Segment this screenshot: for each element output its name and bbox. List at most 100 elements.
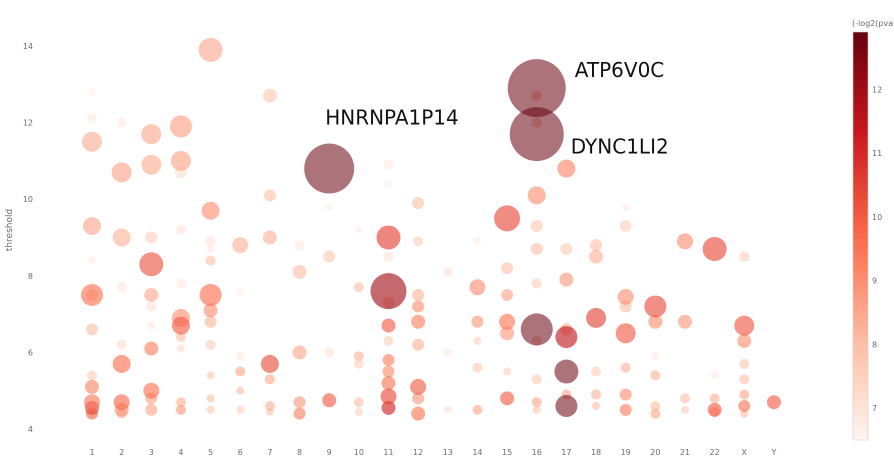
data-point[interactable]	[766, 395, 781, 410]
data-point[interactable]	[353, 282, 364, 293]
data-point[interactable]	[410, 378, 427, 395]
data-point[interactable]	[203, 303, 218, 318]
data-point[interactable]	[144, 341, 159, 356]
data-point[interactable]	[292, 345, 307, 360]
data-point[interactable]	[651, 352, 660, 361]
data-point[interactable]	[353, 358, 364, 369]
data-point[interactable]	[382, 365, 395, 378]
data-point[interactable]	[82, 131, 102, 152]
data-point[interactable]	[141, 124, 162, 145]
data-point[interactable]	[205, 339, 216, 350]
data-point[interactable]	[147, 321, 156, 330]
data-point[interactable]	[738, 400, 751, 413]
data-point[interactable]	[383, 251, 394, 262]
data-point[interactable]	[294, 240, 305, 251]
data-point[interactable]	[591, 389, 602, 400]
data-point[interactable]	[620, 362, 631, 373]
data-point[interactable]	[739, 389, 750, 400]
data-point[interactable]	[353, 397, 364, 408]
data-point[interactable]	[412, 300, 425, 313]
data-point[interactable]	[116, 282, 127, 293]
data-point[interactable]	[740, 409, 749, 418]
data-point[interactable]	[201, 201, 220, 220]
data-point[interactable]	[531, 397, 542, 408]
data-point[interactable]	[141, 154, 162, 175]
data-point[interactable]	[710, 371, 719, 380]
data-point[interactable]	[354, 407, 363, 416]
data-point[interactable]	[555, 395, 578, 418]
data-point[interactable]	[206, 371, 215, 380]
data-point[interactable]	[175, 224, 186, 235]
data-point[interactable]	[621, 202, 630, 211]
data-point[interactable]	[472, 404, 483, 415]
data-point[interactable]	[384, 179, 393, 188]
data-point[interactable]	[175, 397, 186, 408]
data-point[interactable]	[88, 256, 96, 265]
data-point[interactable]	[198, 37, 223, 62]
data-point[interactable]	[619, 388, 632, 401]
data-point[interactable]	[586, 307, 607, 328]
data-point[interactable]	[592, 402, 601, 411]
data-point[interactable]	[116, 339, 127, 350]
data-point[interactable]	[260, 354, 279, 373]
data-point[interactable]	[236, 386, 245, 395]
data-point[interactable]	[175, 278, 186, 289]
data-point[interactable]	[709, 393, 720, 404]
data-point[interactable]	[560, 242, 573, 255]
data-point[interactable]	[555, 326, 578, 349]
data-point[interactable]	[376, 225, 401, 250]
data-point[interactable]	[531, 374, 542, 385]
data-point[interactable]	[650, 370, 661, 381]
data-point[interactable]	[381, 318, 396, 333]
data-point[interactable]	[413, 236, 424, 247]
data-point[interactable]	[530, 242, 543, 255]
data-point[interactable]	[304, 143, 355, 194]
data-point[interactable]	[494, 205, 521, 232]
data-point[interactable]	[116, 117, 127, 128]
data-point[interactable]	[293, 407, 306, 420]
data-point[interactable]	[707, 402, 722, 417]
data-point[interactable]	[169, 115, 192, 138]
data-point[interactable]	[557, 159, 576, 178]
data-point[interactable]	[680, 393, 690, 404]
data-point[interactable]	[503, 367, 512, 376]
data-point[interactable]	[411, 406, 426, 421]
data-point[interactable]	[473, 336, 482, 345]
data-point[interactable]	[206, 244, 215, 253]
data-point[interactable]	[507, 59, 566, 118]
data-point[interactable]	[590, 239, 603, 252]
data-point[interactable]	[411, 314, 426, 329]
data-point[interactable]	[412, 197, 425, 210]
data-point[interactable]	[442, 266, 453, 277]
data-point[interactable]	[619, 403, 632, 416]
data-point[interactable]	[739, 374, 750, 385]
data-point[interactable]	[501, 288, 514, 301]
data-point[interactable]	[473, 237, 482, 246]
data-point[interactable]	[235, 366, 246, 377]
data-point[interactable]	[412, 288, 425, 301]
data-point[interactable]	[262, 230, 277, 245]
data-point[interactable]	[382, 354, 395, 367]
data-point[interactable]	[88, 87, 96, 96]
data-point[interactable]	[471, 315, 484, 328]
data-point[interactable]	[681, 405, 689, 414]
data-point[interactable]	[739, 358, 750, 369]
data-point[interactable]	[500, 391, 515, 406]
data-point[interactable]	[86, 323, 98, 336]
data-point[interactable]	[113, 394, 130, 411]
data-point[interactable]	[678, 314, 692, 329]
data-point[interactable]	[702, 236, 727, 261]
data-point[interactable]	[112, 228, 131, 247]
data-point[interactable]	[145, 403, 158, 416]
data-point[interactable]	[263, 189, 276, 202]
data-point[interactable]	[322, 393, 337, 408]
data-point[interactable]	[146, 301, 157, 312]
data-point[interactable]	[204, 315, 217, 328]
data-point[interactable]	[111, 162, 132, 183]
data-point[interactable]	[264, 374, 275, 385]
data-point[interactable]	[145, 231, 158, 244]
data-point[interactable]	[353, 351, 364, 362]
data-point[interactable]	[412, 338, 425, 351]
data-point[interactable]	[236, 287, 245, 296]
data-point[interactable]	[293, 396, 306, 409]
